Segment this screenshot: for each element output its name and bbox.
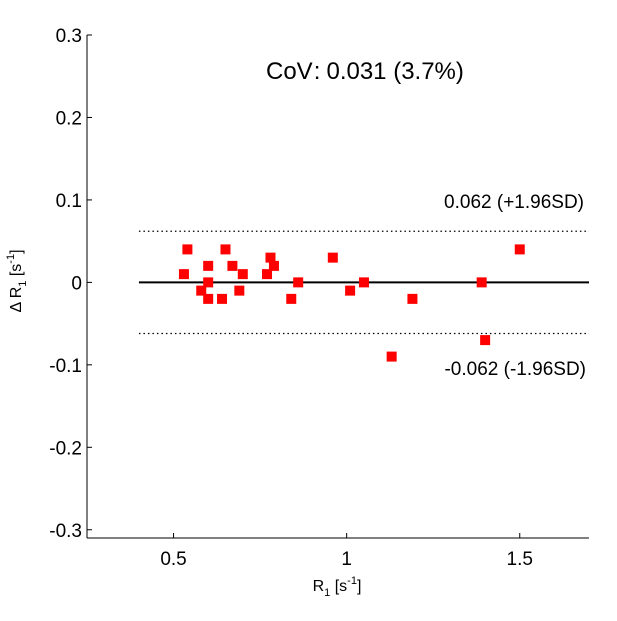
data-point <box>480 335 491 346</box>
data-point <box>182 244 193 255</box>
x-axis-label-close: ] <box>357 578 361 595</box>
y-axis-label-subscript: 1 <box>17 281 29 287</box>
data-point <box>220 244 231 255</box>
y-tick-label: -0.1 <box>49 356 82 377</box>
data-point <box>227 260 238 271</box>
data-points <box>178 244 525 362</box>
data-point <box>265 252 276 263</box>
y-axis-label-superscript: -1 <box>5 254 17 264</box>
lower-limit-label: -0.062 (-1.96SD) <box>444 359 586 380</box>
x-tick-label: 1.5 <box>507 549 533 570</box>
data-point <box>327 252 338 263</box>
plot-axes <box>86 35 589 539</box>
x-axis-ticks: 0.5 1 1.5 <box>160 533 533 570</box>
y-tick-label: 0 <box>71 273 82 294</box>
data-point <box>514 244 525 255</box>
data-point <box>386 351 397 362</box>
data-point <box>476 277 487 288</box>
x-axis-label-superscript: -1 <box>347 575 357 587</box>
y-axis-ticks: 0.3 0.2 0.1 0 -0.1 -0.2 -0.3 <box>49 26 92 542</box>
data-point <box>203 260 214 271</box>
data-point <box>268 260 279 271</box>
data-point <box>286 293 297 304</box>
cov-label: CoV <box>266 58 313 85</box>
data-point <box>203 277 214 288</box>
y-tick-label: 0.2 <box>56 108 82 129</box>
upper-limit-label: 0.062 (+1.96SD) <box>444 192 584 213</box>
data-point <box>217 293 228 304</box>
cov-separator: : <box>314 58 321 85</box>
data-point <box>262 269 273 280</box>
data-point <box>196 285 207 296</box>
y-axis-label-units: [s <box>8 264 25 281</box>
y-axis-label-close: ] <box>8 249 25 253</box>
y-tick-label: -0.2 <box>49 438 82 459</box>
data-point <box>407 293 418 304</box>
x-axis-label-subscript: 1 <box>324 587 330 599</box>
x-axis-label: R1 [s-1] <box>313 575 362 599</box>
y-axis-label: Δ R1 [s-1] <box>5 249 29 312</box>
data-point <box>293 277 304 288</box>
y-tick-label: 0.1 <box>56 191 82 212</box>
cov-value: 0.031 (3.7%) <box>326 58 463 85</box>
y-tick-label: -0.3 <box>49 521 82 542</box>
data-point <box>178 269 189 280</box>
x-tick-label: 0.5 <box>160 549 186 570</box>
x-axis-label-main: R <box>313 578 325 595</box>
x-tick-label: 1 <box>341 549 352 570</box>
data-point <box>237 269 248 280</box>
data-point <box>203 293 214 304</box>
y-tick-label: 0.3 <box>56 26 82 47</box>
data-point <box>345 285 356 296</box>
cov-annotation: CoV: 0.031 (3.7%) <box>266 58 464 85</box>
x-axis-label-units: [s <box>330 578 347 595</box>
data-point <box>234 285 245 296</box>
data-point <box>358 277 369 288</box>
y-axis-label-main: Δ R <box>8 287 25 313</box>
